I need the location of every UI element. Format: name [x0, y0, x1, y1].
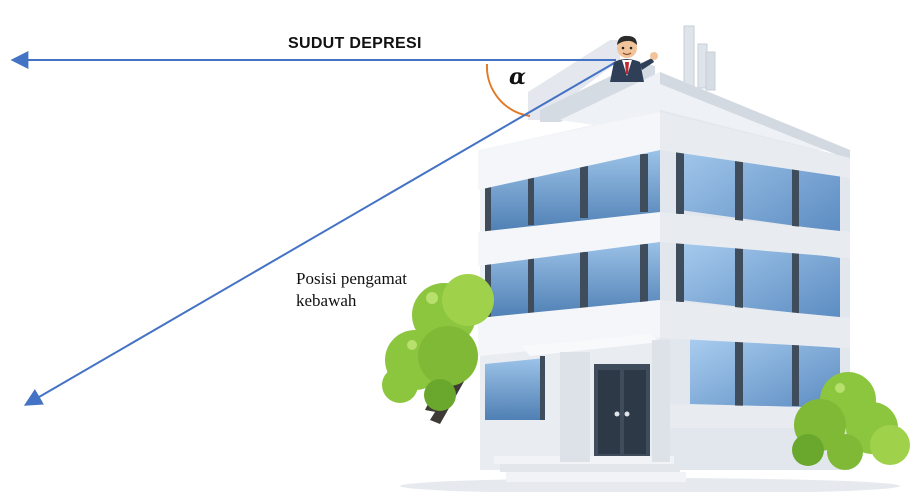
caption-line-2: kebawah [296, 291, 357, 310]
observer-caption: Posisi pengamat kebawah [296, 268, 407, 312]
angle-label: α [509, 64, 526, 90]
diagram-title: SUDUT DEPRESI [288, 35, 422, 52]
building-illustration [400, 25, 900, 492]
angle-arc [485, 63, 531, 117]
tree-icon [382, 274, 910, 470]
line-of-sight-arrow [23, 61, 617, 406]
observer-person-icon [610, 35, 658, 82]
caption-line-1: Posisi pengamat [296, 269, 407, 288]
